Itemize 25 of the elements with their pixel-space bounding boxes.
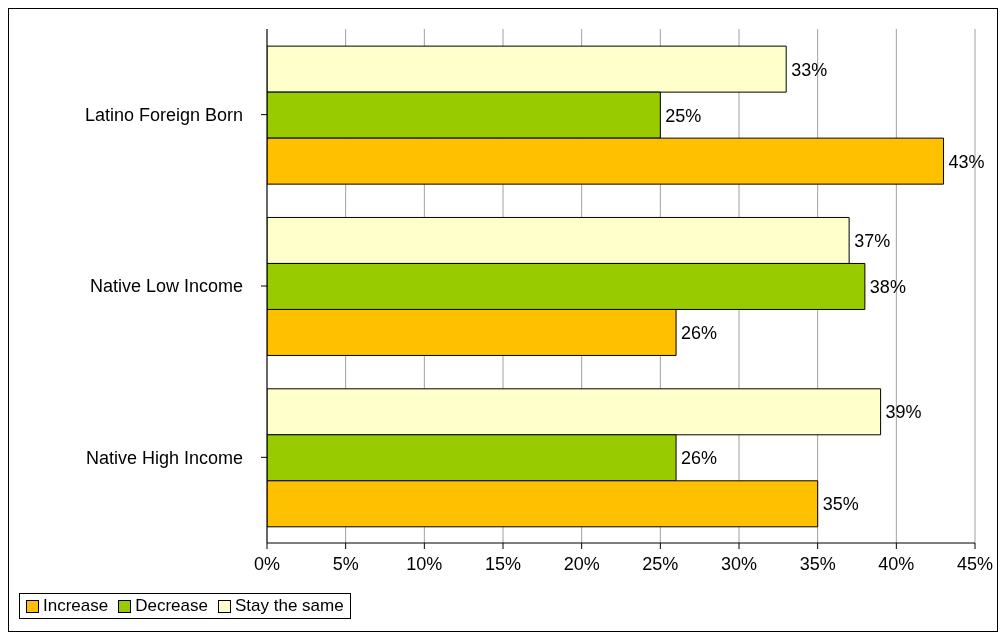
legend-label: Stay the same [233,596,344,616]
data-label: 25% [665,105,702,126]
x-tick-label: 40% [878,553,915,574]
data-label: 35% [822,494,859,515]
data-label: 37% [854,230,891,251]
y-tick-label: Latino Foreign Born [84,105,243,126]
x-tick-label: 30% [720,553,758,574]
data-label: 26% [681,322,718,343]
x-tick-label: 35% [799,553,836,574]
y-tick-label: Native Low Income [89,276,243,297]
x-tick-label: 25% [642,553,679,574]
x-tick-label: 15% [484,553,522,574]
y-tick-label: Native High Income [85,447,243,468]
data-label: 43% [948,151,985,172]
legend-label: Increase [42,596,109,616]
data-label: 38% [869,276,906,297]
x-tick-label: 0% [253,553,281,574]
x-tick-label: 5% [332,553,359,574]
data-label: 26% [681,448,718,469]
legend-label: Decrease [134,596,208,616]
data-label: 39% [885,402,922,423]
data-label: 33% [791,59,828,80]
x-tick-label: 10% [406,553,443,574]
x-tick-label: 45% [956,553,994,574]
x-tick-label: 20% [563,553,600,574]
